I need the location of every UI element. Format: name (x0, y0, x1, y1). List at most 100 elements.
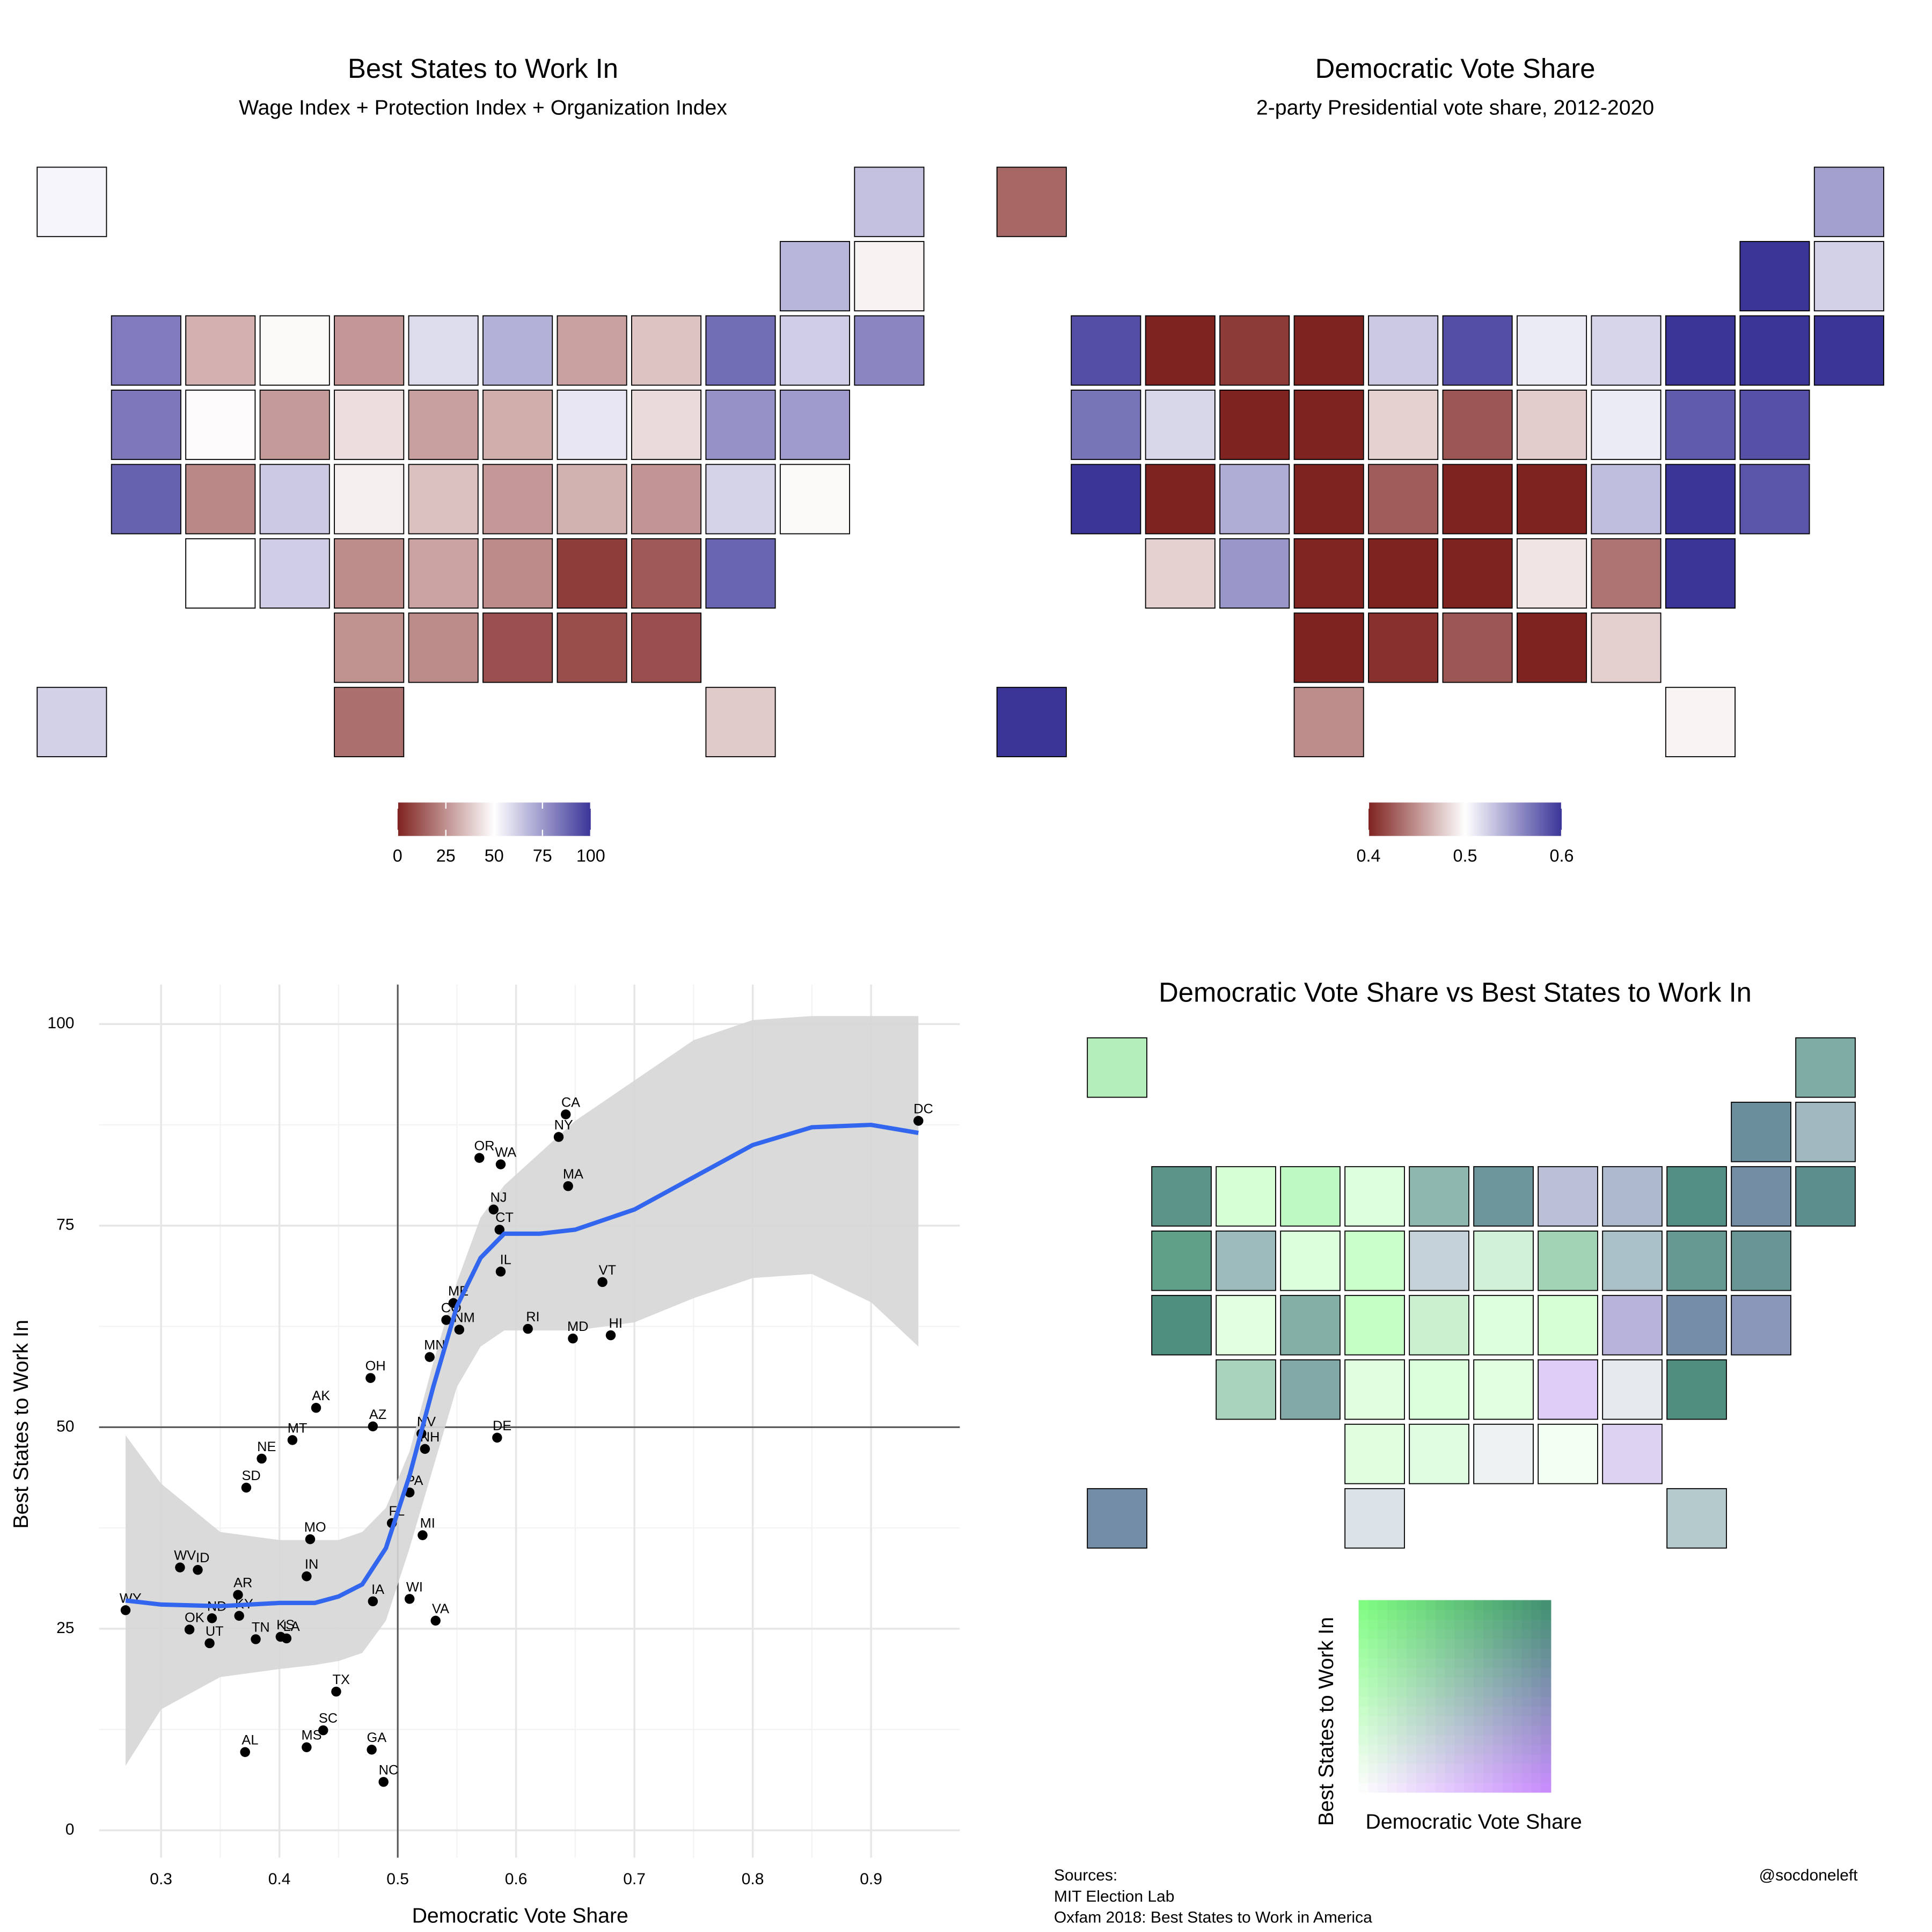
state (1344, 1359, 1405, 1420)
point (204, 1638, 215, 1649)
legend-cell (1531, 1629, 1542, 1640)
legend-cell (1464, 1706, 1475, 1716)
state (557, 538, 627, 609)
legend-cell (1483, 1686, 1494, 1697)
legend-cell (1378, 1619, 1388, 1630)
point-label: VA (432, 1601, 449, 1616)
legend-cell (1358, 1696, 1369, 1707)
point (495, 1267, 506, 1277)
legend-cell (1378, 1753, 1388, 1764)
point (175, 1562, 185, 1572)
legend-cell (1358, 1609, 1369, 1620)
legend-cell (1521, 1600, 1532, 1611)
legend-cell (1464, 1657, 1475, 1668)
point (420, 1444, 430, 1454)
legend-cell (1483, 1715, 1494, 1726)
state (1368, 538, 1439, 609)
point-label: KS (276, 1618, 295, 1633)
legend-cell (1483, 1638, 1494, 1649)
legend-cell (1464, 1629, 1475, 1640)
legend-cell (1464, 1753, 1475, 1764)
legend-cell (1358, 1686, 1369, 1697)
legend-cell (1416, 1667, 1426, 1678)
legend-cell (1454, 1648, 1465, 1658)
state (1280, 1294, 1341, 1356)
legend-cell (1492, 1648, 1503, 1658)
legend-cell (1425, 1753, 1436, 1764)
legend-cell (1358, 1677, 1369, 1687)
legend-cell (1435, 1657, 1446, 1668)
state (408, 464, 479, 535)
legend-cell (1445, 1677, 1455, 1687)
legend-cell (1445, 1725, 1455, 1736)
state (1602, 1294, 1663, 1356)
legend-cell (1416, 1782, 1426, 1793)
legend-cell (1474, 1667, 1484, 1678)
point (233, 1590, 243, 1600)
legend-cell (1464, 1763, 1475, 1774)
state (482, 612, 553, 683)
legend-cell (1368, 1638, 1379, 1649)
legend-cell (1368, 1734, 1379, 1745)
state (1813, 166, 1884, 237)
legend-cell (1454, 1619, 1465, 1630)
state (482, 315, 553, 386)
legend-cell (1416, 1619, 1426, 1630)
state (1731, 1101, 1791, 1162)
legend-cell (1454, 1686, 1465, 1697)
legend-cell (1425, 1706, 1436, 1716)
legend-cell (1521, 1753, 1532, 1764)
legend-cell (1502, 1696, 1513, 1707)
legend-cell (1406, 1763, 1417, 1774)
legend-cell (1425, 1677, 1436, 1687)
legend-cell (1474, 1715, 1484, 1726)
legend-cell (1358, 1600, 1369, 1611)
state (1216, 1230, 1276, 1291)
legend-cell (1541, 1696, 1552, 1707)
state (1666, 1294, 1727, 1356)
legend-cell (1368, 1753, 1379, 1764)
state (1591, 464, 1662, 535)
legend-cell (1521, 1657, 1532, 1668)
legend-cell (1531, 1763, 1542, 1774)
state (1517, 612, 1587, 683)
legend-cell (1387, 1734, 1398, 1745)
y-tick-label: 75 (56, 1216, 74, 1234)
legend-cell (1378, 1773, 1388, 1783)
legend-cell (1378, 1686, 1388, 1697)
state (1087, 1037, 1147, 1098)
legend-cell (1416, 1657, 1426, 1668)
legend-cell (1483, 1696, 1494, 1707)
legend-cell (1521, 1648, 1532, 1658)
legend-cell (1397, 1600, 1408, 1611)
state (1442, 464, 1513, 535)
legend-cell (1492, 1753, 1503, 1764)
legend-cell (1368, 1773, 1379, 1783)
state (1739, 464, 1810, 535)
legend-cell (1435, 1667, 1446, 1678)
legend-cell (1454, 1715, 1465, 1726)
map1-subtitle: Wage Index + Protection Index + Organiza… (239, 96, 727, 119)
legend-cell (1435, 1696, 1446, 1707)
state (1219, 389, 1290, 460)
legend-cell (1358, 1744, 1369, 1754)
state (779, 241, 850, 312)
point (494, 1225, 504, 1235)
legend-cell (1445, 1667, 1455, 1678)
state (1665, 389, 1736, 460)
y-tick-label: 0 (65, 1820, 75, 1838)
legend-cell (1378, 1725, 1388, 1736)
legend-cell (1474, 1677, 1484, 1687)
legend-cell (1474, 1753, 1484, 1764)
legend-cell (1397, 1715, 1408, 1726)
legend-cell (1512, 1609, 1523, 1620)
state (334, 315, 405, 386)
state (1293, 315, 1364, 386)
legend-cell (1512, 1763, 1523, 1774)
state (1473, 1230, 1534, 1291)
legend-cell (1512, 1753, 1523, 1764)
legend-cell (1464, 1619, 1475, 1630)
state (1344, 1488, 1405, 1549)
state (1280, 1359, 1341, 1420)
